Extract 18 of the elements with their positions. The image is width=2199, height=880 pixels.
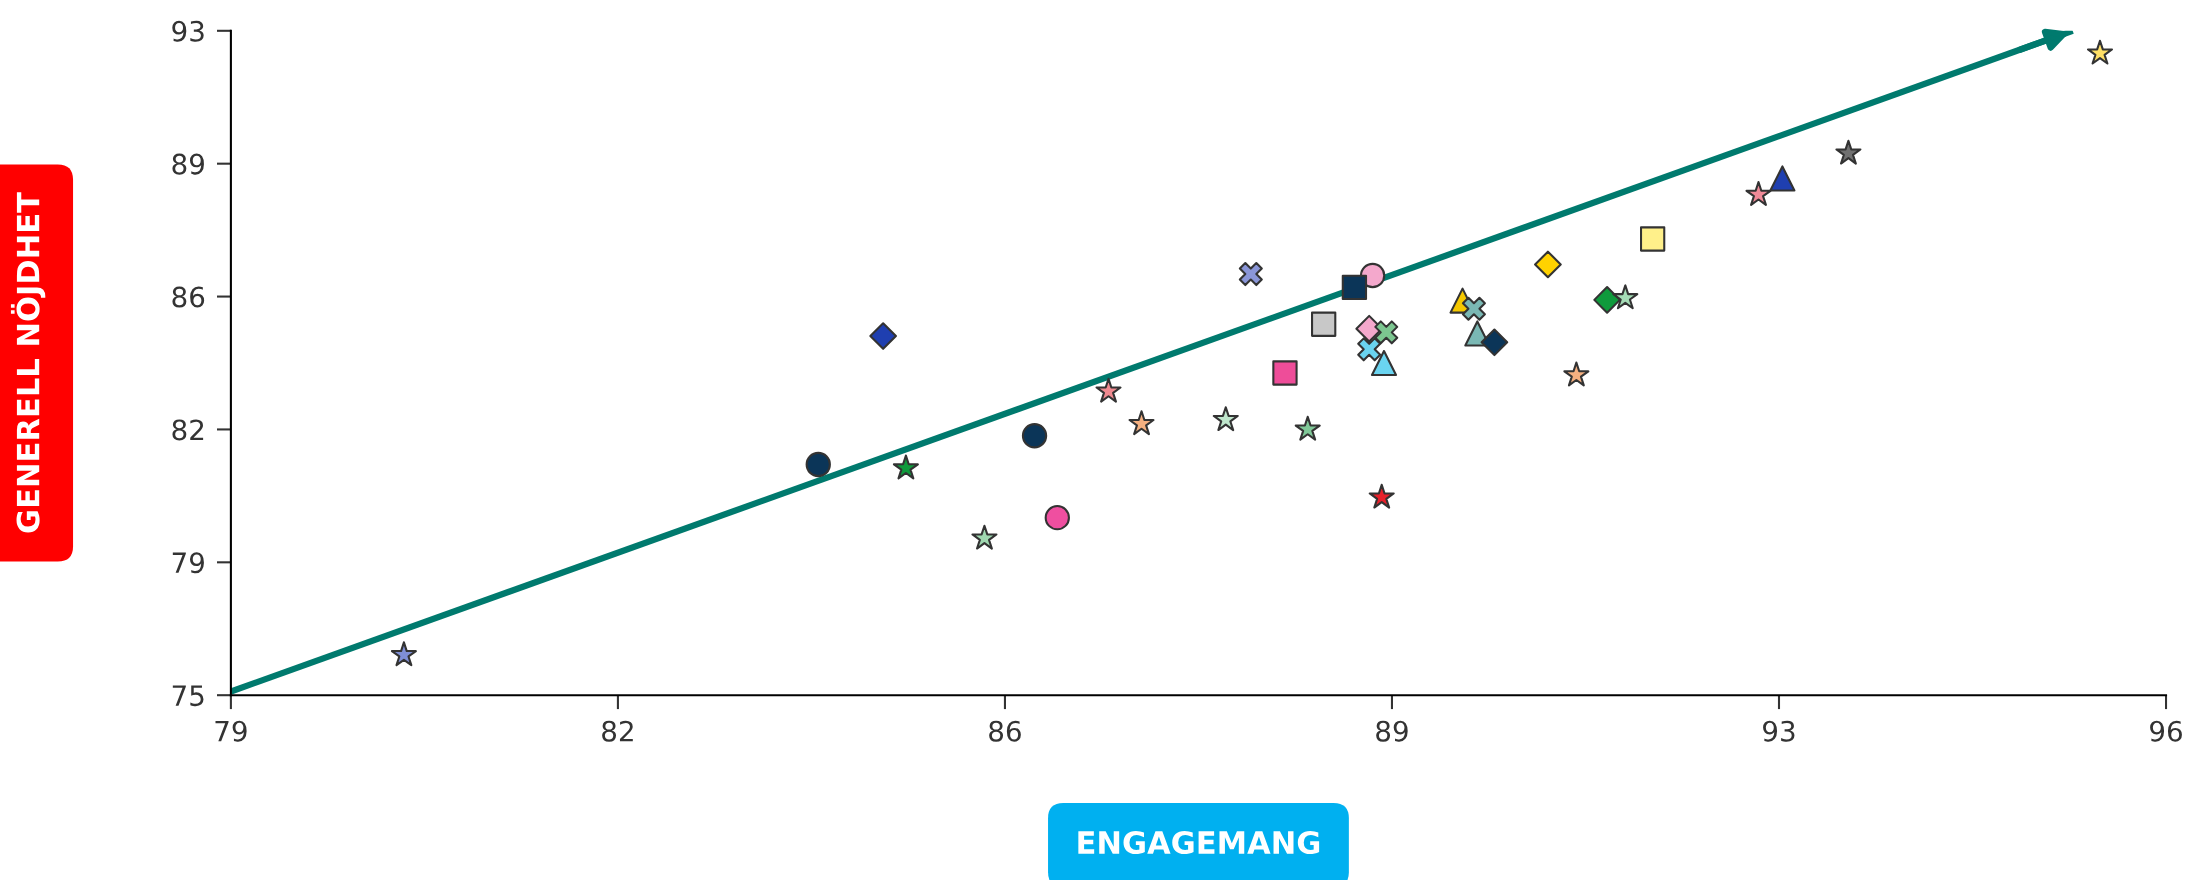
y-axis-title: GENERELL NÖJDHET	[10, 192, 46, 533]
x-tick-label: 82	[602, 720, 633, 742]
x-tick-label: 89	[1376, 720, 1408, 742]
x-tick-label: 93	[1763, 720, 1795, 742]
x-tick-label: 96	[2150, 720, 2182, 742]
y-tick-label: 79	[172, 552, 204, 574]
point	[1639, 226, 1666, 252]
point	[1534, 250, 1562, 279]
x-axis-title: ENGAGEMANG	[1078, 830, 1320, 855]
y-tick-label: 89	[172, 153, 204, 175]
y-tick-label: 93	[172, 20, 204, 42]
y-tick-label: 82	[172, 419, 204, 441]
y-tick-label: 75	[172, 685, 204, 707]
x-tick-label: 79	[215, 720, 247, 742]
point	[1272, 360, 1298, 386]
y-tick-label: 86	[172, 286, 205, 308]
point	[1311, 311, 1337, 337]
x-tick-label: 86	[989, 720, 1021, 742]
